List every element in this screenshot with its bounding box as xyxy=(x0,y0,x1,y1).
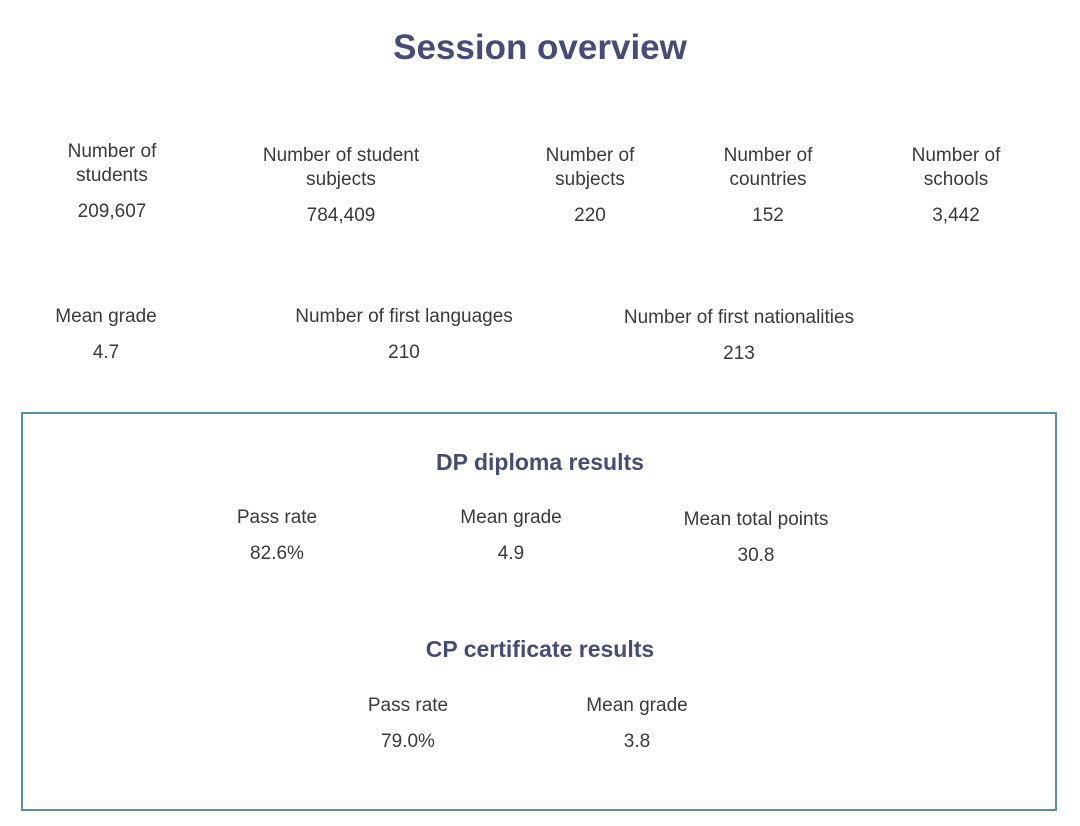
stat-value: 82.6% xyxy=(250,543,304,564)
stat-label: Mean grade xyxy=(55,306,157,327)
stat: Mean grade 4.9 xyxy=(460,506,561,566)
stat-value: 210 xyxy=(388,342,420,363)
stat: Number of students 209,607 xyxy=(57,140,167,224)
page-title: Session overview xyxy=(393,28,687,67)
stat-label: Number of countries xyxy=(723,145,813,190)
results-box xyxy=(21,412,1057,811)
stat-label: Number of students xyxy=(67,141,157,186)
stat: Mean grade 3.8 xyxy=(586,694,687,754)
stat-label: Pass rate xyxy=(367,695,449,716)
stat: Number of first languages 210 xyxy=(295,305,513,365)
stat: Mean grade 4.7 xyxy=(55,305,156,365)
stat-label: Number of student subjects xyxy=(262,145,420,190)
section-title: CP certificate results xyxy=(425,636,655,662)
stat-value: 3,442 xyxy=(932,205,980,226)
stat: Number of countries 152 xyxy=(713,144,823,228)
stat-value: 213 xyxy=(723,343,755,364)
stat-label: Pass rate xyxy=(236,507,318,528)
stat-value: 209,607 xyxy=(77,201,147,222)
stat: Pass rate 82.6% xyxy=(237,506,317,566)
section-title: DP diploma results xyxy=(436,449,644,475)
stat-label: Number of first nationalities xyxy=(623,307,855,328)
stat: Pass rate 79.0% xyxy=(368,694,448,754)
stat-label: Mean grade xyxy=(586,695,688,716)
stat: Mean total points 30.8 xyxy=(684,508,829,568)
stat-label: Number of subjects xyxy=(545,145,635,190)
stat-label: Mean total points xyxy=(683,509,829,530)
stat-value: 4.9 xyxy=(497,543,525,564)
stat-label: Number of first languages xyxy=(295,306,513,327)
stat-value: 30.8 xyxy=(737,545,775,566)
stat-value: 152 xyxy=(752,205,784,226)
stat: Number of subjects 220 xyxy=(535,144,645,228)
stat-value: 3.8 xyxy=(623,731,651,752)
stat-value: 4.7 xyxy=(92,342,120,363)
stat-label: Mean grade xyxy=(460,507,562,528)
stat-label: Number of schools xyxy=(911,145,1001,190)
stat: Number of schools 3,442 xyxy=(901,144,1011,228)
stat-value: 220 xyxy=(574,205,606,226)
stat-value: 784,409 xyxy=(306,205,376,226)
stat-value: 79.0% xyxy=(381,731,435,752)
stat: Number of student subjects 784,409 xyxy=(246,144,436,228)
stat: Number of first nationalities 213 xyxy=(624,306,854,366)
